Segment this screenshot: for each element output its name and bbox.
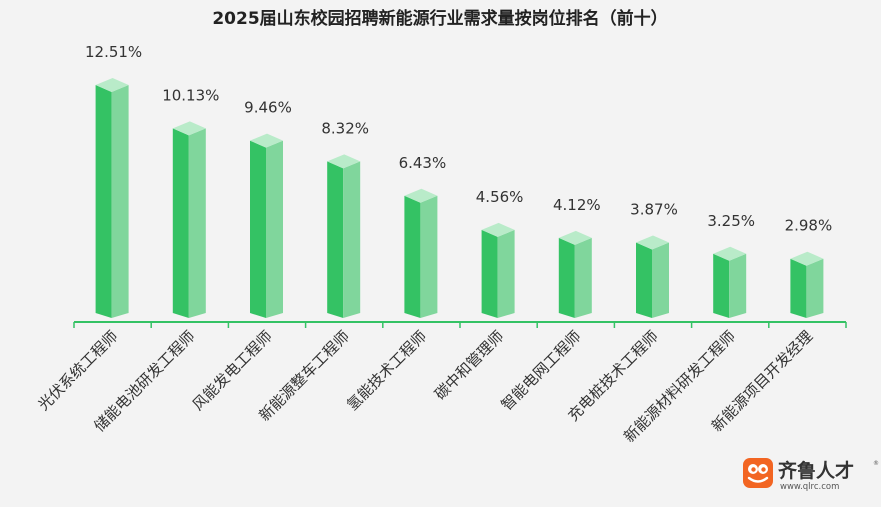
bar-front-face [95,85,112,318]
bar-top-face [636,235,669,250]
logo-registered-mark: ® [873,460,879,467]
bar [404,188,438,318]
bar-top-face [790,251,824,266]
bar [558,230,592,318]
frog-logo-icon [743,458,773,488]
bars-group [95,78,824,318]
chart-title: 2025届山东校园招聘新能源行业需求量按岗位排名（前十） [212,8,667,29]
bar-front-face [250,140,266,318]
bar-top-face [404,188,438,203]
bar-value-label: 2.98% [785,217,833,235]
bar-front-face [790,258,807,318]
bar-side-face [111,85,129,318]
logo-name: 齐鲁人才 [778,459,854,482]
bar-value-label: 8.32% [321,119,369,137]
bar-value-label: 3.87% [630,200,678,218]
bar-front-face [558,237,575,318]
bar-value-label: 12.51% [85,43,142,61]
bar-side-face [420,195,438,318]
bar-top-face [327,154,361,169]
bar-front-face [481,229,498,318]
value-labels-group: 12.51% 10.13% 9.46% 8.32% 6.43% 4.56% 4.12% 3.8… [85,43,832,235]
logo-url: www.qlrc.com [780,482,839,492]
bar [250,133,283,318]
bar-top-face [481,222,515,237]
bar-value-label: 10.13% [162,86,219,104]
bar-value-label: 4.12% [553,196,601,214]
bar [636,235,669,318]
bar-top-face [172,121,206,136]
x-axis-ticks [73,322,847,328]
bar-side-face [266,140,283,318]
logo: 齐鲁人才 ® www.qlrc.com [743,458,879,492]
bar [172,121,206,318]
bar-side-face [652,242,669,318]
bar-side-face [574,237,592,318]
bar-top-face [95,78,129,92]
bar-side-face [806,258,824,318]
bar [95,78,129,318]
bar-side-face [497,229,515,318]
bar-front-face [327,161,344,318]
bar [790,251,824,318]
bar-front-face [636,242,652,318]
bar-value-label: 9.46% [244,99,292,117]
bar-side-face [188,128,206,318]
bar [713,246,747,318]
bar-front-face [713,253,730,318]
bar-top-face [558,230,592,245]
bar-top-face [713,246,747,261]
bar-value-label: 6.43% [399,154,447,172]
bar-front-face [404,195,421,318]
bar [481,222,515,318]
bar-front-face [172,128,189,318]
bar [327,154,361,318]
bar-value-label: 3.25% [707,212,755,230]
bar-top-face [250,133,283,148]
bar-side-face [729,253,747,318]
bar-side-face [343,161,361,318]
bar-value-label: 4.56% [476,188,524,206]
